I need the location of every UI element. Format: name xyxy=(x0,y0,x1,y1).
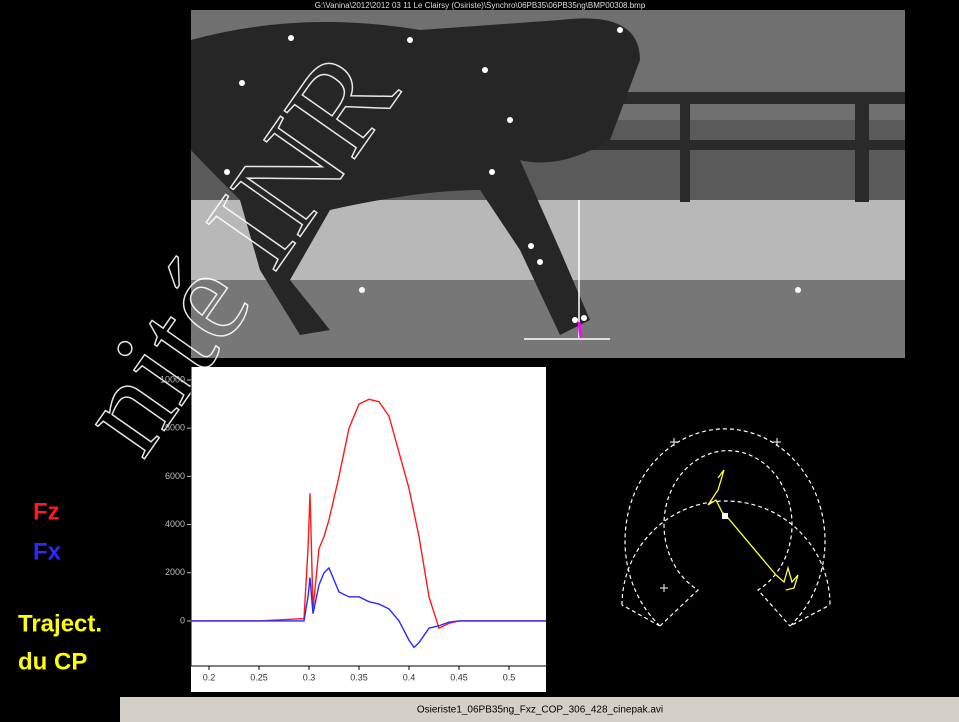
y-tick-label: 0 xyxy=(180,615,185,625)
file-path: G:\Vanina\2012\2012 03 11 Le Clairsy (Os… xyxy=(315,1,646,10)
x-tick-label: 0.5 xyxy=(503,672,516,682)
y-tick-label: 4000 xyxy=(165,519,185,529)
x-tick-label: 0.25 xyxy=(250,672,268,682)
y-tick-label: 10000 xyxy=(160,374,185,384)
x-tick-label: 0.45 xyxy=(450,672,468,682)
footer-filename: Osieriste1_06PB35ng_Fxz_COP_306_428_cine… xyxy=(417,705,663,716)
y-tick-label: 6000 xyxy=(165,471,185,481)
x-tick-label: 0.35 xyxy=(350,672,368,682)
legend-entry: Fz xyxy=(33,498,60,525)
force-marker xyxy=(579,322,581,338)
annotation: Traject. xyxy=(18,610,102,637)
legend-entry: Fx xyxy=(33,538,62,565)
y-tick-label: 8000 xyxy=(165,423,185,433)
annotation: du CP xyxy=(18,648,87,675)
x-tick-label: 0.2 xyxy=(203,672,216,682)
fence-post xyxy=(855,92,869,202)
fence-rail xyxy=(560,140,905,150)
screenshot: G:\Vanina\2012\2012 03 11 Le Clairsy (Os… xyxy=(0,0,959,722)
fence-post xyxy=(680,92,690,202)
x-tick-label: 0.4 xyxy=(403,672,416,682)
plot-area xyxy=(191,367,546,692)
x-tick-label: 0.3 xyxy=(303,672,316,682)
cop-point xyxy=(722,513,728,519)
y-tick-label: 2000 xyxy=(165,567,185,577)
